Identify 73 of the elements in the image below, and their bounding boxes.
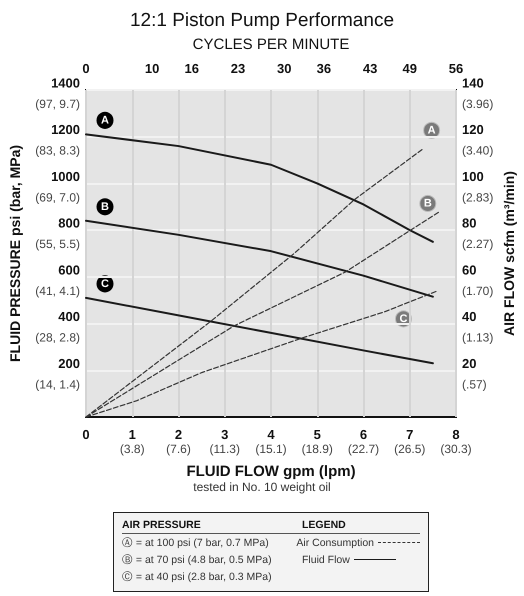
series-label: B [101, 200, 110, 213]
x-tick-label: 0 [82, 427, 90, 442]
y-tick-label: 1200 [51, 122, 80, 138]
x2-tick-label: 10 [144, 61, 160, 76]
x-axis-title: FLUID FLOW gpm (lpm) [186, 463, 356, 480]
text: Ⓑ = at 70 psi (4.8 bar, 0.5 MPa) [122, 552, 273, 566]
text: (15.1) [255, 442, 287, 456]
text: (1.70) [462, 284, 494, 298]
x-tick-label: 7 [406, 427, 414, 442]
y-tick-label: 800 [58, 216, 80, 231]
text: (2.83) [462, 190, 494, 204]
text: (55, 5.5) [35, 237, 80, 252]
x2-tick-label: 30 [276, 61, 292, 76]
legend-title: LEGEND [302, 518, 347, 530]
x-tick-label: 5 [314, 427, 321, 442]
text: Ⓒ = at 40 psi (2.8 bar, 0.3 MPa) [122, 570, 273, 584]
x2-tick-label: 56 [448, 61, 464, 76]
x2-tick-label: 49 [402, 61, 417, 76]
text: (1.13) [462, 330, 494, 345]
text: (30.3) [440, 442, 472, 456]
text: (.57) [462, 377, 487, 392]
y2-axis-title: AIR FLOW scfm (m³/min) [501, 171, 517, 336]
y2-tick-label: 40 [462, 309, 476, 324]
text: Air Consumption [296, 536, 374, 548]
y-tick-label: 600 [58, 262, 80, 278]
text: (26.5) [394, 442, 426, 456]
x-tick-label: 6 [360, 427, 368, 442]
text: (28, 2.8) [35, 330, 80, 345]
x2-tick-label: 16 [184, 61, 199, 76]
text: (3.8) [120, 442, 145, 456]
text: (97, 9.7) [35, 97, 80, 111]
text: Fluid Flow [302, 554, 350, 566]
x-tick-label: 3 [221, 427, 228, 442]
text: (41, 4.1) [35, 284, 80, 298]
text: Ⓐ = at 100 psi (7 bar, 0.7 MPa) [122, 536, 270, 550]
x2-tick-label: 23 [230, 61, 246, 76]
text: (14, 1.4) [35, 377, 80, 392]
series-label: A [428, 124, 436, 136]
y2-tick-label: 120 [462, 122, 484, 138]
text: tested in No. 10 weight oil [193, 480, 331, 494]
x-tick-label: 1 [128, 427, 136, 442]
text: (7.6) [166, 442, 191, 456]
y2-tick-label: 20 [462, 356, 476, 371]
x2-tick-label: 43 [362, 61, 378, 76]
chart-title: 12:1 Piston Pump Performance [130, 10, 394, 31]
text: (3.96) [462, 97, 494, 111]
x2-tick-label: 36 [316, 61, 332, 76]
text: (18.9) [302, 442, 333, 456]
y2-tick-label: 140 [462, 76, 484, 90]
text: (69, 7.0) [35, 190, 80, 204]
series-label: C [101, 278, 110, 290]
x2-tick-label: 0 [82, 61, 90, 76]
series-label: C [400, 312, 408, 325]
y-tick-label: 400 [58, 309, 80, 324]
x-tick-label: 8 [452, 427, 460, 442]
y2-tick-label: 80 [462, 216, 476, 231]
y2-tick-label: 60 [462, 262, 476, 278]
text: (2.27) [462, 237, 494, 252]
x-tick-label: 4 [267, 427, 276, 442]
series-label: A [101, 114, 110, 126]
x2-axis-title: CYCLES PER MINUTE [192, 36, 350, 53]
y-tick-label: 1000 [51, 168, 80, 184]
text: (22.7) [348, 442, 380, 456]
y-axis-title: FLUID PRESSURE psi (bar, MPa) [7, 144, 23, 362]
series-label: B [424, 197, 432, 210]
x-tick-label: 2 [174, 427, 182, 442]
text: (11.3) [210, 442, 240, 456]
y2-tick-label: 100 [462, 168, 484, 184]
text: (83, 8.3) [35, 144, 80, 158]
text: (3.40) [462, 144, 494, 158]
y-tick-label: 200 [58, 356, 80, 371]
y-tick-label: 1400 [51, 76, 80, 90]
text: AIR PRESSURE [122, 518, 202, 530]
